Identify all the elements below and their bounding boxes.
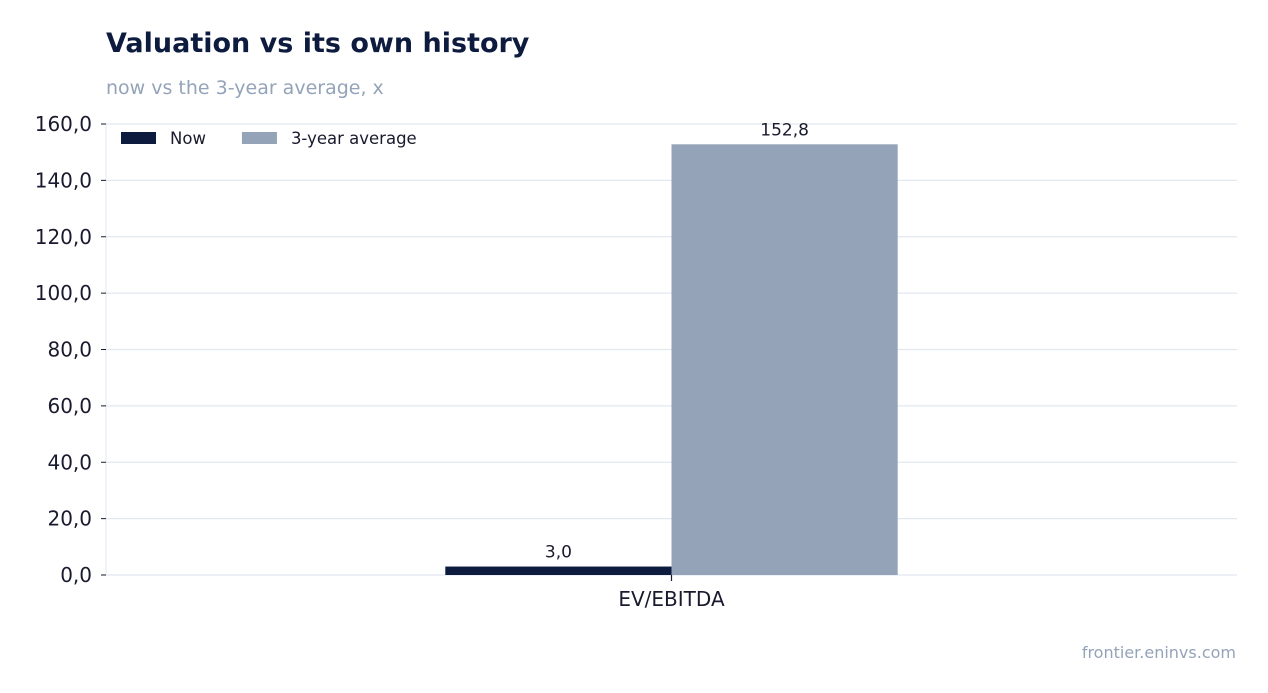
x-axis: EV/EBITDA bbox=[618, 575, 725, 611]
y-axis: 0,0 20,0 40,0 60,0 80,0 100,0 120,0 140,0 160,0 bbox=[35, 112, 107, 587]
y-tick-label: 160,0 bbox=[35, 112, 92, 136]
legend: Now 3-year average bbox=[121, 129, 417, 148]
legend-label: Now bbox=[170, 129, 206, 148]
y-tick-label: 80,0 bbox=[47, 338, 92, 362]
bar-value-label: 152,8 bbox=[760, 120, 809, 140]
bar-value-label: 3,0 bbox=[545, 543, 572, 563]
y-tick-label: 40,0 bbox=[47, 450, 92, 474]
y-tick-label: 120,0 bbox=[35, 225, 92, 249]
bar bbox=[671, 144, 898, 576]
bars: 3,0 152,8 bbox=[445, 120, 898, 576]
y-tick-label: 60,0 bbox=[47, 394, 92, 418]
y-tick-label: 100,0 bbox=[35, 281, 92, 305]
x-tick-label: EV/EBITDA bbox=[618, 587, 725, 611]
legend-swatch bbox=[241, 132, 277, 144]
source-credit: frontier.eninvs.com bbox=[1081, 643, 1236, 662]
bar bbox=[445, 566, 672, 575]
chart-title: Valuation vs its own history bbox=[106, 28, 530, 59]
y-tick-label: 0,0 bbox=[60, 563, 92, 587]
legend-swatch bbox=[121, 132, 156, 144]
y-tick-label: 20,0 bbox=[47, 507, 92, 531]
legend-label: 3-year average bbox=[291, 129, 417, 148]
y-tick-label: 140,0 bbox=[35, 168, 92, 192]
chart-subtitle: now vs the 3-year average, x bbox=[106, 77, 384, 99]
